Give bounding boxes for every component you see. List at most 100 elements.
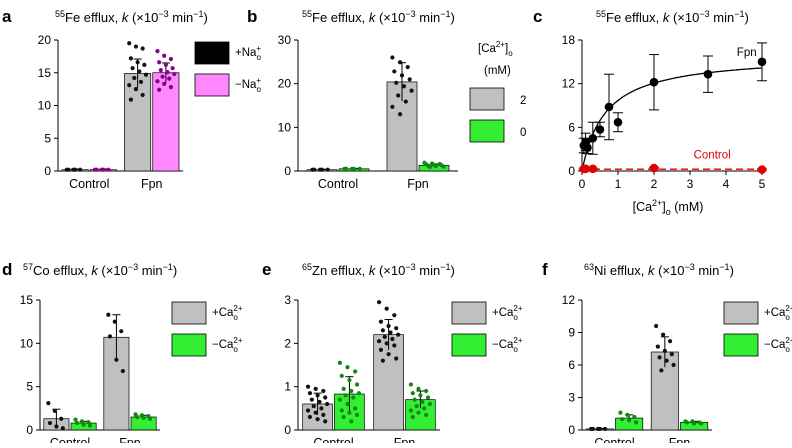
legend-swatch <box>723 301 759 325</box>
title-isotope: 55 <box>55 9 65 19</box>
data-point <box>351 166 357 171</box>
x-tick-label: 5 <box>759 177 766 191</box>
legend-label: 0 <box>520 127 526 139</box>
data-point <box>378 347 384 352</box>
x-tick-label: 2 <box>651 177 658 191</box>
data-point <box>661 332 666 337</box>
data-point <box>349 419 354 424</box>
panel-title: 55Fe efflux, k (×10−3 min−1) <box>55 9 208 25</box>
data-point <box>133 87 139 92</box>
data-point <box>356 391 362 396</box>
legend-name: +Ca <box>764 307 786 319</box>
title-text: min <box>169 10 194 25</box>
legend-label: +Ca2+o <box>764 304 792 322</box>
title-text: min <box>710 10 735 25</box>
data-point <box>120 368 125 374</box>
data-point <box>87 423 93 428</box>
title-text: ) <box>203 10 207 25</box>
data-point <box>597 426 602 432</box>
panel-title: 65Zn efflux, k (×10−3 min−1) <box>302 262 455 278</box>
y-tick-label: 5 <box>26 380 33 394</box>
data-point <box>101 167 106 172</box>
data-point <box>757 165 767 174</box>
y-tick-label: 15 <box>20 293 34 307</box>
legend-sup: 2+ <box>785 304 792 313</box>
title-exp: −3 <box>684 262 694 272</box>
legend-swatch <box>469 87 505 111</box>
data-point <box>407 77 412 82</box>
data-point <box>172 71 177 77</box>
title-exp: −1 <box>440 262 450 272</box>
y-tick-label: 3 <box>568 391 575 405</box>
data-point <box>353 369 358 374</box>
legend-sub: o <box>233 345 238 354</box>
data-point <box>657 355 662 360</box>
data-point <box>409 88 414 93</box>
title-exp: −3 <box>405 262 415 272</box>
data-point <box>313 410 318 415</box>
data-point <box>66 167 71 172</box>
data-point <box>392 69 397 74</box>
data-point <box>313 386 318 391</box>
data-point <box>305 384 311 389</box>
panel-title: 63Ni efflux, k (×10−3 min−1) <box>584 262 734 278</box>
data-point <box>390 104 395 109</box>
data-point <box>162 81 167 86</box>
data-point <box>649 163 659 173</box>
data-point <box>106 312 111 317</box>
data-point <box>664 358 669 363</box>
category-label: Fpn <box>141 177 163 191</box>
data-point <box>386 323 391 329</box>
legend-label: −Na+ o <box>235 76 261 94</box>
legend-title-sup: 2+ <box>496 40 505 49</box>
title-text: min <box>416 10 441 25</box>
legend-name: −Ca <box>764 339 786 351</box>
data-point <box>168 85 174 90</box>
data-point <box>649 77 659 87</box>
data-point <box>390 336 395 342</box>
title-text: Zn efflux, <box>312 263 369 278</box>
data-point <box>337 397 342 402</box>
panel-label: d <box>2 260 12 279</box>
data-point <box>132 75 137 81</box>
data-point <box>345 365 350 370</box>
data-point <box>128 97 134 102</box>
data-point <box>408 382 413 387</box>
data-point <box>143 72 149 77</box>
data-point <box>137 69 142 74</box>
y-tick-label: 10 <box>278 120 292 134</box>
panel-label: c <box>533 7 542 26</box>
data-point <box>380 328 385 333</box>
title-text: (×10 <box>375 263 405 278</box>
legend-swatch <box>171 301 207 325</box>
xlabel-part: [Ca <box>633 200 653 214</box>
data-point <box>424 388 429 394</box>
title-exp: −3 <box>699 9 709 19</box>
title-text: (×10 <box>128 10 158 25</box>
data-point <box>315 393 320 398</box>
fit-curve <box>582 67 763 167</box>
data-point <box>54 424 59 429</box>
data-point <box>325 167 330 172</box>
data-point <box>384 341 389 346</box>
title-isotope: 57 <box>23 262 33 272</box>
data-point <box>602 426 608 432</box>
data-point <box>662 348 667 354</box>
legend-label: −Ca2+o <box>212 336 243 354</box>
data-point <box>703 69 713 79</box>
data-point <box>420 399 425 404</box>
data-point <box>627 418 632 423</box>
data-point <box>349 388 354 394</box>
data-point <box>317 399 322 404</box>
legend-swatch <box>723 333 759 357</box>
data-point <box>588 164 598 174</box>
data-point <box>613 117 623 127</box>
data-point <box>392 313 397 318</box>
panel-e: e 65Zn efflux, k (×10−3 min−1) 0 1 2 3 Control… <box>262 260 523 448</box>
x-tick-label: 1 <box>615 177 622 191</box>
title-text: Co efflux, <box>33 263 91 278</box>
data-point <box>595 125 605 134</box>
data-point <box>378 319 384 324</box>
title-exp: −1 <box>719 262 729 272</box>
